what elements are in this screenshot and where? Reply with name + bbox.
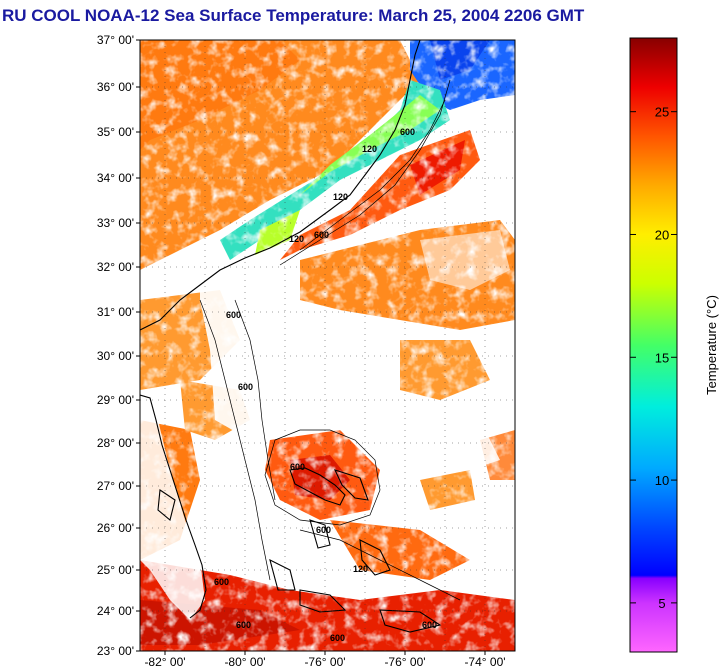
depth-contour-label: 120 — [353, 564, 368, 574]
depth-contour-label: 120 — [362, 144, 377, 154]
latitude-label: 26° 00' — [97, 521, 134, 535]
colorbar-tick-label: 10 — [655, 473, 669, 488]
longitude-axis: -82° 00' -80° 00' -76° 00' -76° 00' -74° 00' — [144, 651, 506, 669]
latitude-axis: 37° 00' 36° 00' 35° 00' 34° 00' 33° 00' 32° 0… — [97, 33, 140, 658]
depth-contour-label: 600 — [238, 382, 253, 392]
latitude-label: 27° 00' — [97, 479, 134, 493]
latitude-label: 32° 00' — [97, 260, 134, 274]
depth-contour-label: 600 — [214, 577, 229, 587]
latitude-label: 25° 00' — [97, 563, 134, 577]
latitude-label: 36° 00' — [97, 80, 134, 94]
depth-contour-label: 600 — [330, 633, 345, 643]
latitude-label: 28° 00' — [97, 436, 134, 450]
colorbar-tick-label: 20 — [655, 227, 669, 242]
depth-contour-label: 600 — [226, 310, 241, 320]
latitude-label: 23° 00' — [97, 644, 134, 658]
latitude-label: 30° 00' — [97, 349, 134, 363]
map-title: RU COOL NOAA-12 Sea Surface Temperature:… — [2, 6, 585, 25]
colorbar-tick-label: 15 — [655, 350, 669, 365]
latitude-label: 31° 00' — [97, 305, 134, 319]
colorbar-tick-label: 25 — [655, 105, 669, 120]
longitude-label: -74° 00' — [464, 655, 505, 669]
latitude-label: 29° 00' — [97, 393, 134, 407]
latitude-label: 33° 00' — [97, 216, 134, 230]
graticule — [140, 40, 515, 651]
depth-contour-label: 600 — [236, 620, 251, 630]
colorbar-title: Temperature (°C) — [704, 295, 719, 395]
sst-image: 600 120 120 600 120 600 600 600 600 600 120 600 600 6… — [140, 40, 515, 651]
depth-contour-label: 600 — [314, 230, 329, 240]
colorbar-gradient — [629, 37, 678, 653]
depth-contour-label: 600 — [316, 525, 331, 535]
longitude-label: -76° 00' — [384, 655, 425, 669]
latitude-label: 37° 00' — [97, 33, 134, 47]
depth-contour-label: 600 — [422, 620, 437, 630]
latitude-label: 34° 00' — [97, 171, 134, 185]
longitude-label: -82° 00' — [144, 655, 185, 669]
depth-contour-label: 120 — [333, 192, 348, 202]
map-frame — [139, 39, 516, 652]
longitude-label: -80° 00' — [224, 655, 265, 669]
latitude-label: 35° 00' — [97, 125, 134, 139]
depth-contour-label: 600 — [400, 127, 415, 137]
longitude-label: -76° 00' — [304, 655, 345, 669]
colorbar-tick-label: 5 — [658, 596, 665, 611]
depth-contour-label: 600 — [290, 462, 305, 472]
latitude-label: 24° 00' — [97, 604, 134, 618]
colorbar: 25 20 15 10 5 Temperature (°C) — [629, 37, 719, 653]
depth-contour-label: 120 — [289, 234, 304, 244]
